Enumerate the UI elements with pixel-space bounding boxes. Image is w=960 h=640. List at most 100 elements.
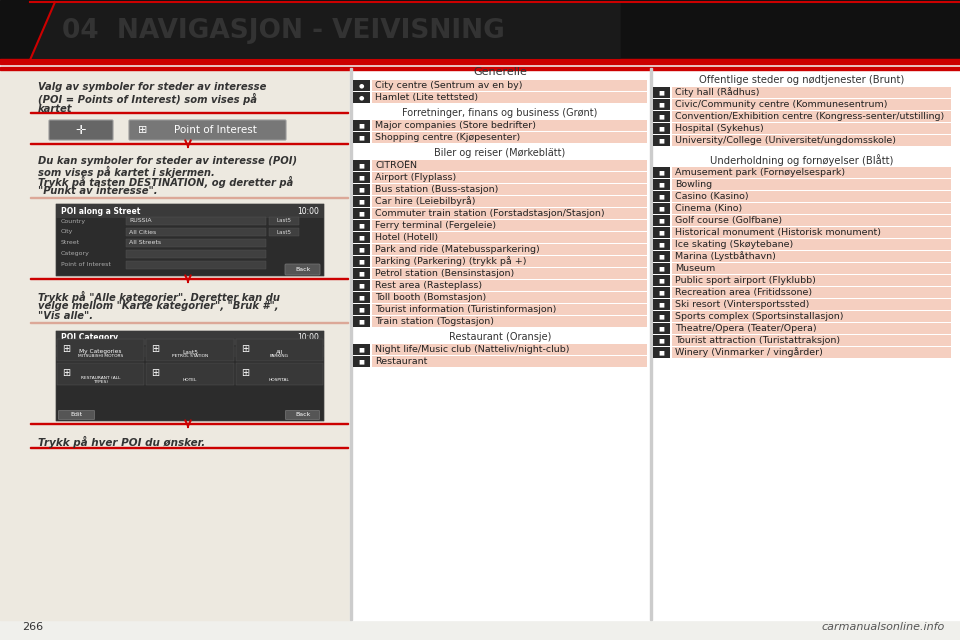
Text: Golf course (Golfbane): Golf course (Golfbane) — [675, 216, 782, 225]
Text: ■: ■ — [659, 218, 664, 223]
Text: ■: ■ — [659, 350, 664, 355]
Bar — [672, 179, 951, 190]
Text: Winery (Vinmarker / vingårder): Winery (Vinmarker / vingårder) — [675, 348, 823, 357]
Bar — [353, 292, 370, 303]
Bar — [126, 261, 266, 269]
Text: ⊞: ⊞ — [62, 344, 70, 354]
Bar — [653, 323, 670, 334]
Text: ■: ■ — [659, 230, 664, 235]
Text: ■: ■ — [659, 206, 664, 211]
Bar — [353, 92, 370, 103]
Text: Convention/Exhibition centre (Kongress-senter/utstilling): Convention/Exhibition centre (Kongress-s… — [675, 112, 945, 121]
Bar — [372, 184, 647, 195]
Text: ■: ■ — [359, 319, 365, 324]
Bar — [353, 132, 370, 143]
Text: Trykk på hver POI du ønsker.: Trykk på hver POI du ønsker. — [38, 436, 205, 448]
Bar — [146, 347, 233, 357]
Bar — [672, 347, 951, 358]
Text: Street: Street — [61, 241, 80, 246]
Bar — [653, 347, 670, 358]
Bar — [653, 111, 670, 122]
Bar — [672, 323, 951, 334]
Bar — [653, 179, 670, 190]
Bar — [57, 347, 144, 357]
Text: ⊞: ⊞ — [152, 368, 159, 378]
Bar — [353, 232, 370, 243]
Text: HOSPITAL: HOSPITAL — [269, 378, 290, 382]
Text: ●: ● — [359, 95, 364, 100]
Text: CITROËN: CITROËN — [375, 161, 417, 170]
Text: ■: ■ — [659, 138, 664, 143]
Text: Car hire (Leiebilbyrå): Car hire (Leiebilbyrå) — [375, 196, 475, 207]
Bar — [372, 92, 647, 103]
Text: Restaurant: Restaurant — [375, 357, 427, 366]
Bar — [653, 215, 670, 226]
Bar — [372, 344, 647, 355]
Text: ■: ■ — [359, 307, 365, 312]
Text: City: City — [61, 230, 73, 234]
Text: Bowling: Bowling — [675, 180, 712, 189]
Bar — [353, 356, 370, 367]
Bar — [0, 59, 960, 62]
Bar — [672, 123, 951, 134]
Text: ■: ■ — [359, 187, 365, 192]
Bar — [672, 299, 951, 310]
Text: ■: ■ — [659, 302, 664, 307]
Bar — [672, 87, 951, 98]
Text: Shopping centre (Kjøpesenter): Shopping centre (Kjøpesenter) — [375, 133, 520, 142]
Text: Ski resort (Vintersportssted): Ski resort (Vintersportssted) — [675, 300, 809, 309]
Text: carmanualsonline.info: carmanualsonline.info — [822, 622, 945, 632]
Text: ■: ■ — [659, 194, 664, 199]
Bar — [353, 120, 370, 131]
Text: Hamlet (Lite tettsted): Hamlet (Lite tettsted) — [375, 93, 478, 102]
FancyBboxPatch shape — [129, 120, 286, 140]
Bar — [235, 347, 323, 357]
Text: Bus station (Buss-stasjon): Bus station (Buss-stasjon) — [375, 185, 498, 194]
Text: ■: ■ — [659, 254, 664, 259]
Text: Ferry terminal (Fergeleie): Ferry terminal (Fergeleie) — [375, 221, 496, 230]
Text: Marina (Lystbåthavn): Marina (Lystbåthavn) — [675, 252, 776, 261]
Text: Restaurant (Oransje): Restaurant (Oransje) — [449, 332, 551, 342]
Text: ■: ■ — [659, 170, 664, 175]
Bar — [653, 87, 670, 98]
Bar — [653, 263, 670, 274]
Text: Museum: Museum — [675, 264, 715, 273]
Bar — [653, 335, 670, 346]
Text: ■: ■ — [359, 359, 365, 364]
Bar — [672, 335, 951, 346]
Text: ■: ■ — [359, 163, 365, 168]
Bar — [269, 228, 299, 236]
Bar — [353, 160, 370, 171]
Text: University/College (Universitet/ungdomsskole): University/College (Universitet/ungdomss… — [675, 136, 896, 145]
Text: (POI = Points of Interest) som vises på: (POI = Points of Interest) som vises på — [38, 93, 257, 105]
Text: Edit: Edit — [70, 413, 82, 417]
Bar — [672, 215, 951, 226]
Bar — [372, 292, 647, 303]
Text: Sports complex (Sportsinstallasjon): Sports complex (Sportsinstallasjon) — [675, 312, 844, 321]
Bar — [57, 339, 144, 361]
Bar — [353, 344, 370, 355]
Text: Park and ride (Matebussparkering): Park and ride (Matebussparkering) — [375, 245, 540, 254]
Polygon shape — [30, 2, 620, 60]
Text: ⊞: ⊞ — [241, 368, 249, 378]
Bar — [353, 80, 370, 91]
Bar — [653, 275, 670, 286]
Text: ■: ■ — [659, 338, 664, 343]
Bar — [672, 287, 951, 298]
Text: "Punkt av interesse".: "Punkt av interesse". — [38, 186, 157, 196]
Text: ⊞: ⊞ — [241, 344, 249, 354]
Text: 10:00: 10:00 — [298, 333, 319, 342]
Text: Public sport airport (Flyklubb): Public sport airport (Flyklubb) — [675, 276, 816, 285]
FancyBboxPatch shape — [285, 264, 320, 275]
Bar — [372, 120, 647, 131]
Text: ■: ■ — [659, 266, 664, 271]
Text: ■: ■ — [359, 211, 365, 216]
Text: Recreation area (Fritidssone): Recreation area (Fritidssone) — [675, 288, 812, 297]
Bar — [372, 256, 647, 267]
Text: Train station (Togstasjon): Train station (Togstasjon) — [375, 317, 494, 326]
Text: Hospital (Sykehus): Hospital (Sykehus) — [675, 124, 764, 133]
Text: POI along a Street: POI along a Street — [61, 207, 140, 216]
Bar — [353, 304, 370, 315]
Text: RESTAURANT (ALL
TYPES): RESTAURANT (ALL TYPES) — [81, 376, 120, 384]
Bar — [353, 316, 370, 327]
